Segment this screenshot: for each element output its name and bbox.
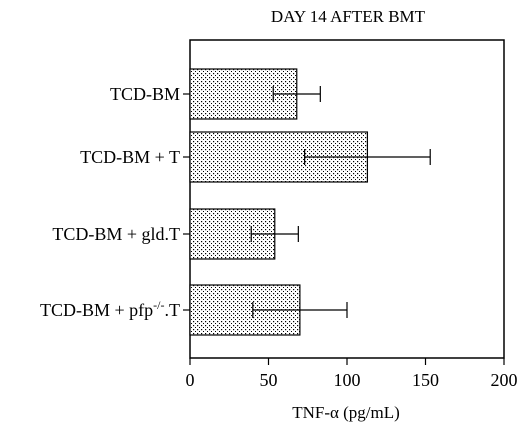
bars-layer: [189, 68, 431, 336]
category-label: TCD-BM: [110, 84, 180, 104]
x-axis-label: TNF-α (pg/mL): [292, 403, 400, 422]
x-tick-label: 100: [334, 370, 361, 390]
category-labels: TCD-BM TCD-BM + T TCD-BM + gld.T TCD-BM + p…: [40, 84, 190, 320]
x-tick-label: 0: [186, 370, 195, 390]
category-label: TCD-BM + pfp-/-.T: [40, 298, 180, 320]
x-tick-label: 200: [491, 370, 518, 390]
chart-title: DAY 14 AFTER BMT: [271, 7, 426, 26]
category-label: TCD-BM + T: [80, 147, 180, 167]
x-axis-ticks: 0 50 100 150 200: [186, 358, 518, 390]
x-tick-label: 150: [412, 370, 439, 390]
category-label: TCD-BM + gld.T: [52, 224, 180, 244]
x-tick-label: 50: [260, 370, 278, 390]
